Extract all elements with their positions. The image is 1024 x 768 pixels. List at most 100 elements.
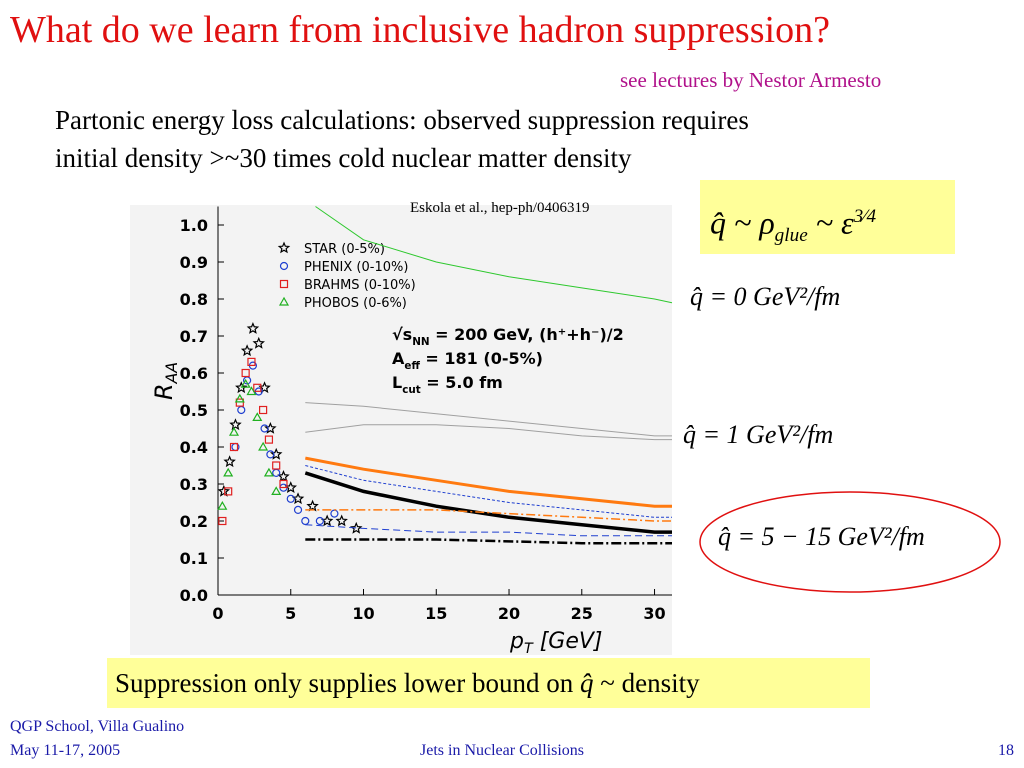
- formula-part: q̂ ~ ρ: [710, 204, 775, 241]
- formula-part: glue: [774, 225, 808, 247]
- conclusion-part: q̂: [580, 668, 594, 698]
- label-part: AA: [163, 362, 181, 384]
- data-point: [218, 516, 227, 526]
- model-curve: [305, 402, 672, 437]
- data-point: [253, 383, 262, 392]
- data-point: [277, 470, 290, 482]
- label: Lcut = 5.0 fm: [392, 373, 503, 396]
- label-part: eff: [404, 360, 420, 372]
- data-point: [306, 499, 319, 512]
- data-point: [293, 505, 303, 514]
- data-point: [272, 461, 281, 470]
- label-part: T: [524, 641, 534, 657]
- data-point: [217, 500, 228, 510]
- model-curve: [305, 524, 672, 537]
- y-tick-label: 0.0: [180, 586, 208, 605]
- y-tick-label: 0.5: [180, 401, 208, 420]
- conclusion-part: ~ density: [593, 668, 700, 698]
- x-tick-label: 10: [352, 604, 374, 623]
- legend-label: STAR (0-5%): [304, 242, 385, 257]
- data-point: [235, 398, 244, 407]
- data-point: [279, 479, 288, 489]
- data-point: [349, 521, 363, 534]
- label: Aeff = 181 (0-5%): [392, 349, 543, 372]
- data-point: [277, 241, 291, 254]
- label-part: = 5.0 fm: [421, 373, 503, 392]
- data-point: [247, 357, 256, 366]
- data-point: [286, 494, 295, 503]
- data-point: [228, 426, 240, 436]
- formula: q̂ = 1 GeV²/fm: [683, 420, 834, 449]
- data-point: [229, 442, 239, 452]
- conclusion-part: Suppression only supplies lower bound on: [115, 668, 580, 698]
- y-tick-label: 0.1: [180, 549, 208, 568]
- label-part: [GeV]: [533, 629, 603, 654]
- formula: q̂ = 5 − 15 GeV²/fm: [718, 522, 925, 551]
- data-point: [264, 421, 277, 434]
- data-point: [301, 516, 310, 526]
- legend-label: PHOBOS (0-6%): [304, 296, 407, 311]
- data-point: [279, 279, 289, 289]
- data-point: [315, 516, 324, 526]
- data-point: [224, 487, 233, 496]
- y-tick-label: 0.3: [180, 475, 208, 494]
- x-tick-label: 20: [498, 604, 520, 623]
- footer-left: May 11-17, 2005: [10, 742, 121, 759]
- highlight-oval: [699, 491, 1001, 593]
- x-tick-label: 15: [425, 604, 447, 623]
- formula: q̂ = 0 GeV²/fm: [690, 282, 841, 311]
- subtitle: see lectures by Nestor Armesto: [620, 68, 882, 92]
- model-curve: [305, 465, 672, 518]
- x-tick-label: 30: [643, 604, 665, 623]
- citation: Eskola et al., hep-ph/0406319: [410, 200, 590, 216]
- slide-title: What do we learn from inclusive hadron s…: [10, 9, 830, 51]
- data-point: [240, 378, 251, 388]
- footer-center: Jets in Nuclear Collisions: [420, 742, 584, 759]
- data-point: [252, 412, 263, 421]
- model-curve: [305, 456, 672, 508]
- y-tick-label: 0.4: [180, 438, 208, 457]
- model-curve: [305, 538, 672, 545]
- data-point: [258, 441, 269, 451]
- data-point: [269, 447, 283, 460]
- label: √sNN = 200 GeV, (h⁺+h⁻)/2: [392, 325, 624, 348]
- label-part: p: [509, 629, 524, 654]
- formula-box: q̂ ~ ρglue ~ ε3⁄4: [700, 180, 955, 254]
- data-point: [223, 467, 234, 477]
- x-tick-label: 0: [212, 604, 223, 623]
- label-part: A: [392, 349, 405, 368]
- data-point: [246, 322, 260, 334]
- data-point: [335, 514, 348, 527]
- data-point: [252, 336, 265, 349]
- data-point: [234, 393, 245, 403]
- data-point: [266, 450, 275, 459]
- label-part: NN: [412, 336, 429, 348]
- y-tick-label: 0.2: [180, 512, 208, 531]
- label-part: √s: [392, 325, 412, 344]
- footer-left: QGP School, Villa Gualino: [10, 718, 185, 735]
- data-point: [217, 484, 231, 497]
- label-part: = 181 (0-5%): [420, 349, 543, 368]
- y-tick-label: 0.7: [180, 327, 208, 346]
- x-tick-label: 5: [285, 604, 296, 623]
- data-point: [260, 424, 269, 433]
- data-point: [241, 368, 250, 378]
- formula-part: ~ ε: [807, 204, 854, 241]
- data-point: [263, 467, 274, 477]
- legend-label: BRAHMS (0-10%): [304, 278, 416, 293]
- data-point: [229, 418, 242, 431]
- data-point: [279, 261, 289, 271]
- label-part: R: [150, 383, 178, 400]
- data-point: [264, 435, 274, 444]
- data-point: [278, 296, 290, 306]
- data-point: [259, 405, 268, 415]
- data-point: [235, 381, 248, 394]
- model-curve: [305, 509, 672, 522]
- label-part: cut: [402, 384, 421, 396]
- conclusion: Suppression only supplies lower bound on…: [107, 658, 870, 708]
- page-number: 18: [998, 742, 1014, 759]
- data-point: [223, 455, 236, 468]
- label: RAA: [150, 362, 181, 400]
